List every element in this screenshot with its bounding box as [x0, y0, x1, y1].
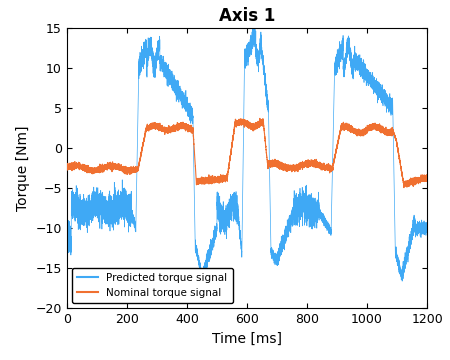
Y-axis label: Torque [Nm]: Torque [Nm]: [16, 125, 30, 211]
Title: Axis 1: Axis 1: [219, 7, 275, 25]
X-axis label: Time [ms]: Time [ms]: [212, 332, 282, 346]
Legend: Predicted torque signal, Nominal torque signal: Predicted torque signal, Nominal torque …: [72, 267, 233, 303]
